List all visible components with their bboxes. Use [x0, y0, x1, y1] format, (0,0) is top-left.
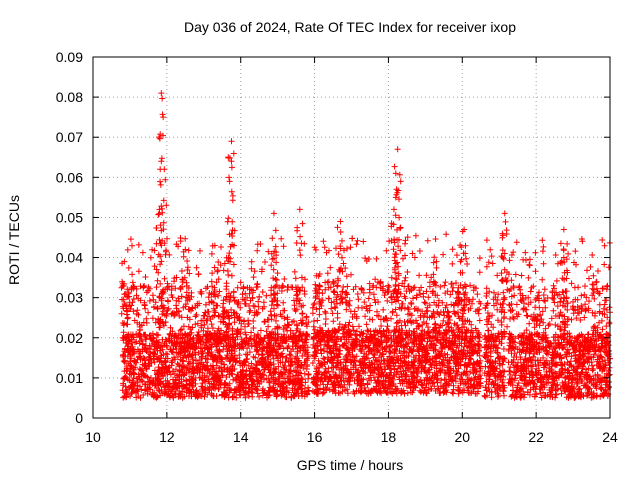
axis-ticks: [92, 56, 611, 419]
peak-point: [158, 158, 165, 165]
x-tick-label: 12: [159, 429, 175, 445]
x-tick-label: 24: [602, 429, 618, 445]
peak-point: [158, 90, 165, 97]
peak-point: [228, 158, 235, 165]
y-tick-label: 0.03: [56, 290, 83, 306]
peak-point: [392, 170, 399, 177]
y-tick-label: 0.05: [56, 209, 83, 225]
y-tick-label: 0.09: [56, 49, 83, 65]
x-tick-label: 18: [381, 429, 397, 445]
peak-point: [394, 146, 401, 153]
peak-point: [433, 258, 440, 265]
chart-title: Day 036 of 2024, Rate Of TEC Index for r…: [184, 19, 516, 35]
peak-point: [390, 206, 397, 213]
peak-point: [226, 178, 233, 185]
peak-point: [270, 210, 277, 217]
peak-point: [560, 254, 567, 261]
peak-point: [501, 210, 508, 217]
peak-point: [392, 194, 399, 201]
peak-point: [156, 206, 163, 213]
peak-point: [457, 258, 464, 265]
peak-point: [182, 246, 189, 253]
peak-point: [337, 218, 344, 225]
peak-point: [228, 138, 235, 145]
peak-point: [160, 114, 167, 121]
peak-point: [501, 250, 508, 257]
peak-point: [560, 226, 567, 233]
x-tick-label: 14: [233, 429, 249, 445]
x-tick-label: 10: [85, 429, 101, 445]
x-tick-label: 22: [528, 429, 544, 445]
data-points: [118, 90, 613, 401]
x-tick-label: 16: [307, 429, 323, 445]
x-axis-label: GPS time / hours: [297, 457, 404, 473]
y-tick-label: 0.06: [56, 169, 83, 185]
peak-point: [296, 206, 303, 213]
grid-lines: [93, 57, 610, 418]
y-tick-label: 0.08: [56, 89, 83, 105]
tick-labels: 0 0.01 0.02 0.03 0.04 0.05 0.06 0.07 0.08 0.09 10 1…: [56, 49, 618, 445]
y-tick-label: 0.02: [56, 330, 83, 346]
y-axis-label: ROTI / TECUs: [6, 195, 22, 285]
peak-point: [461, 226, 468, 233]
x-tick-label: 20: [454, 429, 470, 445]
peak-point: [211, 242, 218, 249]
y-tick-label: 0: [75, 410, 83, 426]
y-tick-label: 0.01: [56, 370, 83, 386]
plot-frame: [92, 56, 611, 419]
scatter-cloud: [118, 95, 613, 401]
y-tick-label: 0.07: [56, 129, 83, 145]
peak-point: [121, 258, 128, 265]
y-tick-label: 0.04: [56, 250, 83, 266]
